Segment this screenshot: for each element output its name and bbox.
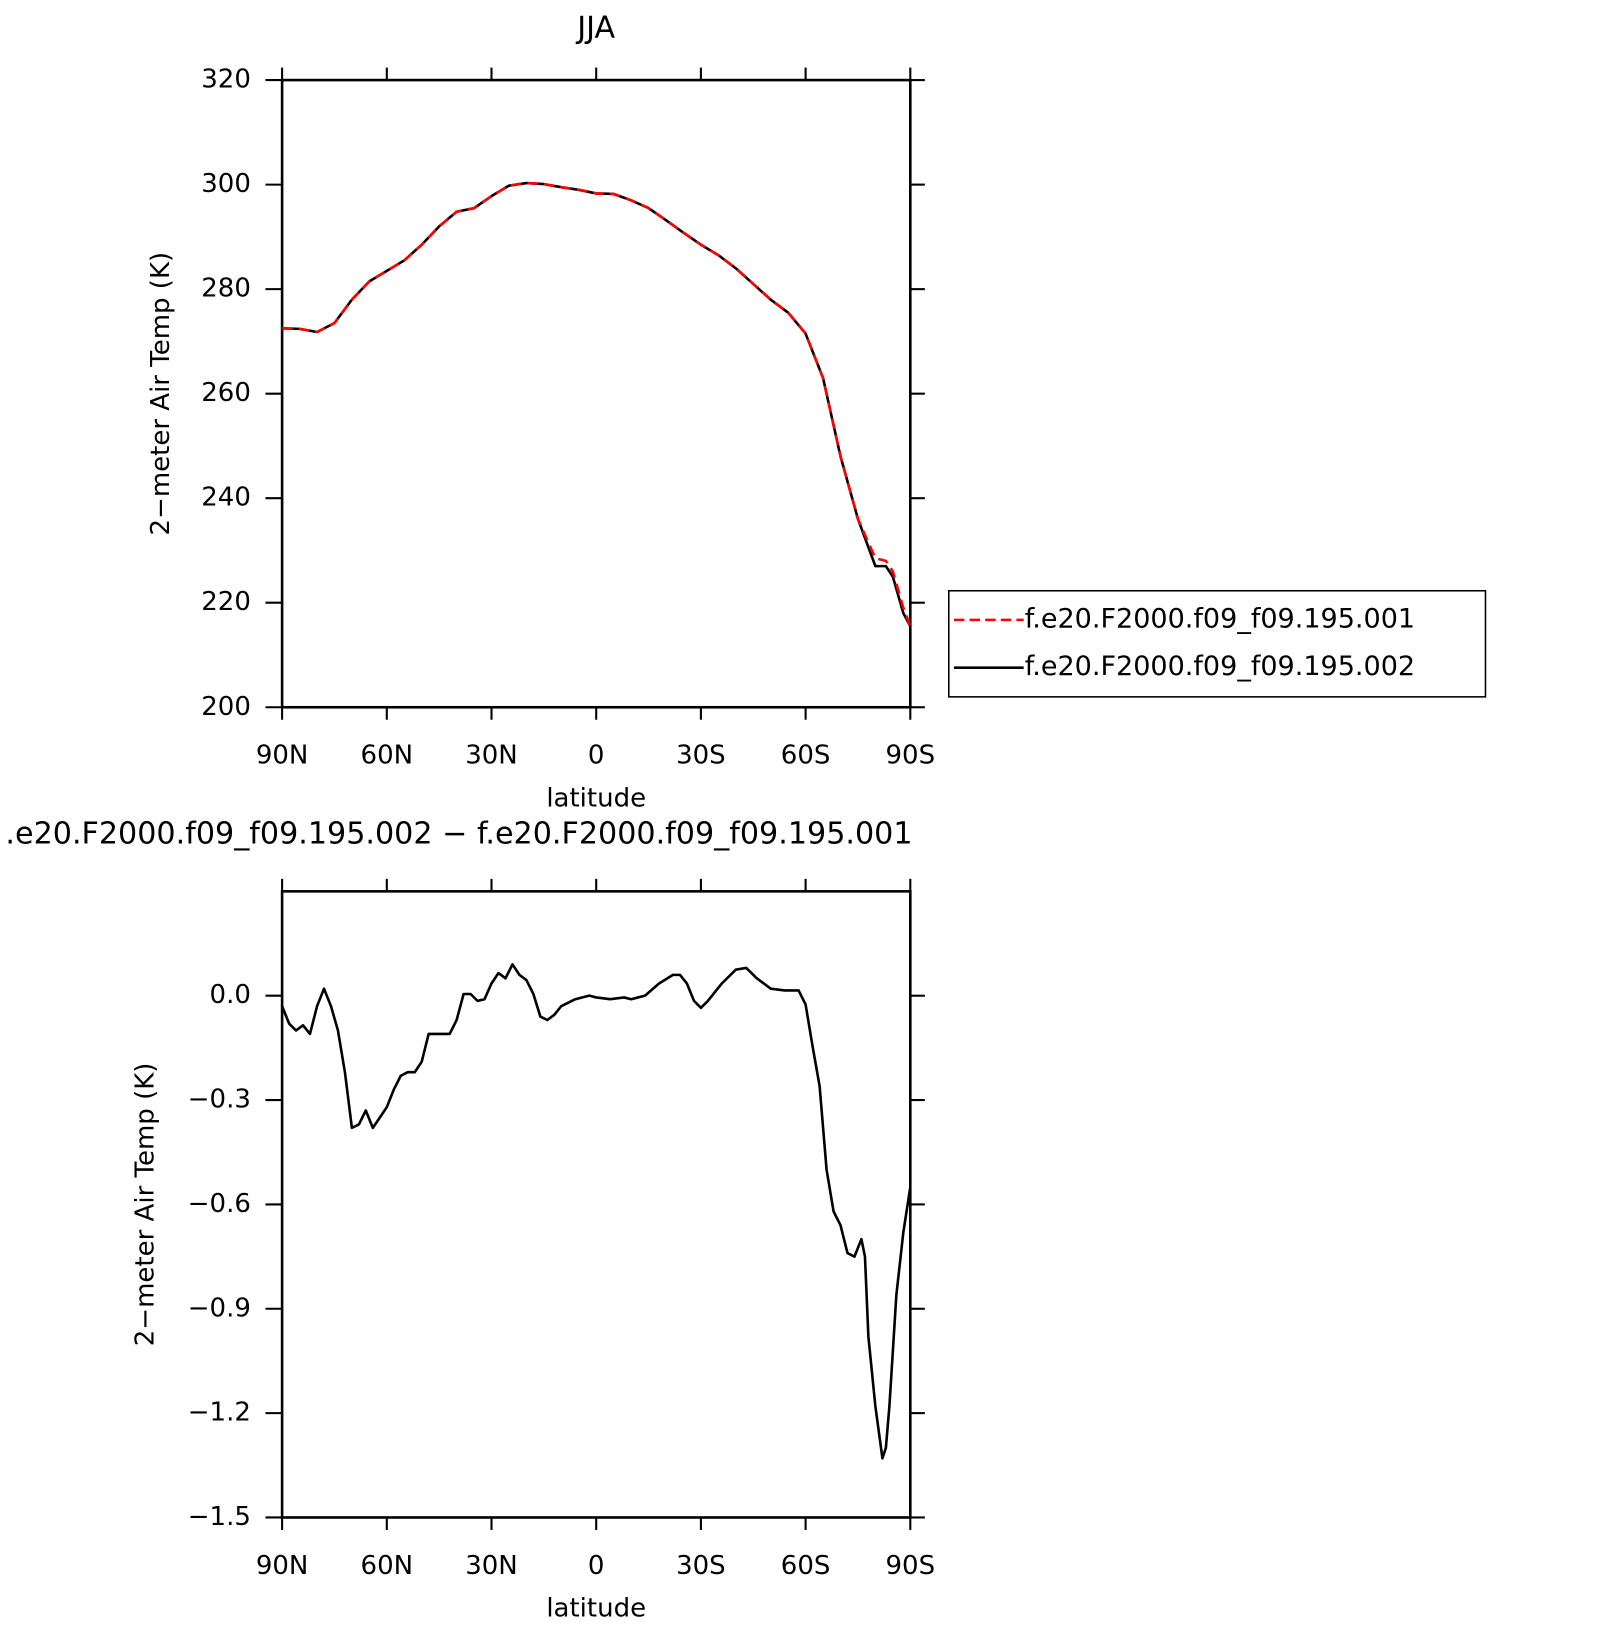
data-line: [282, 181, 912, 627]
x-tick-label: 90S: [886, 741, 936, 771]
x-tick-label: 0: [588, 741, 605, 771]
x-tick-label: 60N: [361, 1551, 414, 1581]
x-tick-label: 0: [588, 1551, 605, 1581]
chart-title: .e20.F2000.f09_f09.195.002 − f.e20.F2000…: [5, 817, 912, 852]
y-axis-label: 2−meter Air Temp (K): [130, 1063, 160, 1347]
y-tick-label: −1.5: [188, 1502, 251, 1532]
plot-frame: [280, 78, 912, 709]
x-tick-label: 90N: [256, 1551, 309, 1581]
x-tick-label: 90S: [886, 1551, 936, 1581]
y-tick-label: 300: [201, 169, 251, 199]
y-tick-label: −1.2: [188, 1398, 251, 1428]
x-tick-label: 30S: [676, 1551, 726, 1581]
x-tick-label: 60S: [781, 1551, 831, 1581]
y-tick-label: −0.9: [188, 1293, 251, 1323]
data-line: [280, 963, 912, 1460]
x-axis-label: latitude: [546, 783, 646, 813]
data-line: [282, 181, 912, 627]
legend-box: [948, 589, 1487, 698]
legend-label: f.e20.F2000.f09_f09.195.001: [1025, 603, 1415, 634]
x-tick-label: 90N: [256, 741, 309, 771]
x-tick-label: 60S: [781, 741, 831, 771]
y-tick-label: −0.6: [188, 1189, 251, 1219]
y-tick-label: 220: [201, 587, 251, 617]
x-tick-label: 30N: [465, 1551, 518, 1581]
x-tick-label: 60N: [361, 741, 414, 771]
y-tick-label: 0.0: [210, 980, 251, 1010]
y-tick-label: 260: [201, 378, 251, 408]
y-tick-label: −0.3: [188, 1085, 251, 1115]
y-tick-label: 200: [201, 692, 251, 722]
y-tick-label: 240: [201, 483, 251, 513]
y-tick-label: 280: [201, 274, 251, 304]
plot-frame: [280, 890, 912, 1519]
x-axis-label: latitude: [546, 1593, 646, 1623]
legend-label: f.e20.F2000.f09_f09.195.002: [1025, 651, 1415, 682]
chart-title: JJA: [575, 11, 615, 46]
x-tick-label: 30N: [465, 741, 518, 771]
x-tick-label: 30S: [676, 741, 726, 771]
y-tick-label: 320: [201, 65, 251, 95]
y-axis-label: 2−meter Air Temp (K): [146, 252, 176, 536]
